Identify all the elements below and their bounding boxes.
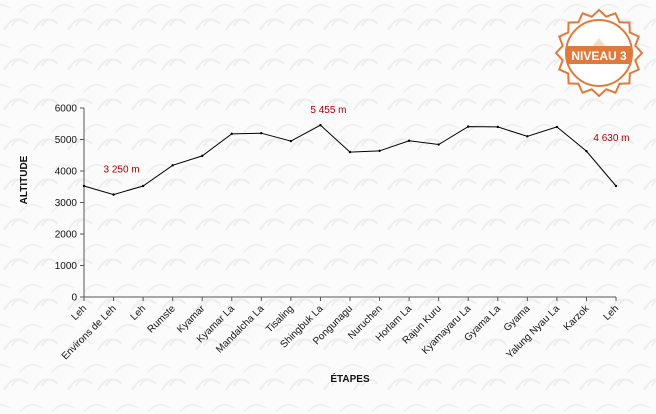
peak-annotation: 5 455 m: [310, 105, 346, 116]
level-badge: NIVEAU 3: [554, 8, 644, 98]
y-tick-label: 0: [71, 293, 77, 304]
y-ticks: 0 1000 2000 3000 4000 5000 6000: [55, 104, 84, 304]
y-tick-label: 4000: [55, 167, 78, 178]
y-tick-label: 5000: [55, 135, 78, 146]
data-point: [467, 125, 470, 128]
x-axis-title: ÉTAPES: [330, 372, 370, 385]
data-point: [171, 164, 174, 167]
x-tick-label: Leh: [129, 303, 149, 323]
y-axis-title: ALTITUDE: [19, 155, 30, 204]
data-point: [437, 143, 440, 146]
data-point: [230, 132, 233, 136]
data-point: [526, 135, 529, 138]
data-point: [289, 139, 293, 143]
x-tick-label: Rumste: [146, 303, 178, 335]
data-point: [378, 149, 381, 153]
data-point: [260, 132, 263, 135]
data-point: [82, 184, 86, 188]
data-point: [348, 150, 352, 154]
y-tick-label: 3000: [55, 198, 78, 209]
data-point: [141, 184, 145, 188]
data-point: [614, 184, 618, 188]
y-tick-label: 2000: [55, 230, 78, 241]
data-point: [496, 125, 499, 129]
data-point: [112, 193, 115, 196]
series-group: [83, 124, 617, 196]
points-group: [82, 123, 618, 196]
y-tick-label: 6000: [55, 104, 78, 115]
x-tick-label: Environs de Leh: [60, 303, 119, 362]
x-tick-label: Leh: [70, 303, 90, 323]
data-point: [201, 154, 204, 158]
peak-annotation: 4 630 m: [593, 133, 629, 144]
axes: [83, 108, 616, 298]
y-tick-label: 1000: [55, 261, 78, 272]
data-point: [407, 139, 411, 142]
peak-annotation: 3 250 m: [103, 165, 139, 176]
data-point: [319, 123, 322, 127]
badge-text: NIVEAU 3: [571, 49, 627, 63]
series-line: [83, 124, 617, 196]
data-point: [555, 125, 559, 129]
x-tick-label: Karzok: [562, 303, 592, 333]
badge-ribbon: [566, 46, 632, 64]
x-tick-label: Yalung Nyau La: [504, 303, 562, 361]
annotations: 3 250 m 5 455 m 4 630 m: [103, 105, 629, 175]
data-point: [585, 149, 588, 153]
x-tick-label: Leh: [602, 303, 622, 323]
